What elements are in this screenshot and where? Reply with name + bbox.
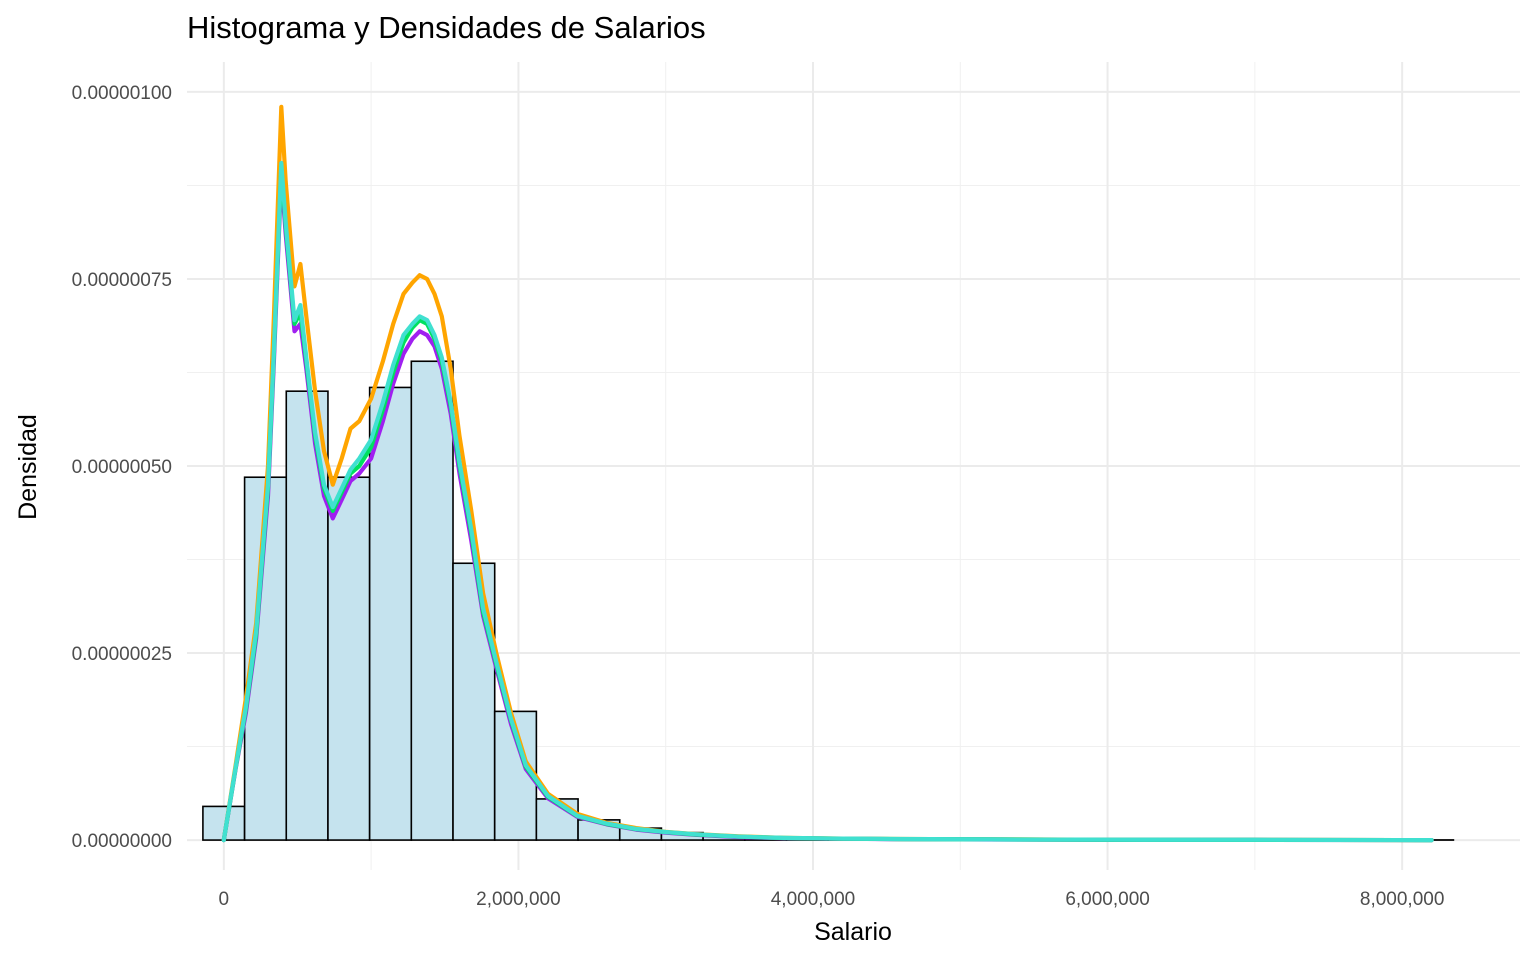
- y-tick-label: 0.00000025: [72, 644, 172, 665]
- x-tick-label: 6,000,000: [1065, 889, 1150, 910]
- histogram-bar: [368, 386, 413, 841]
- x-axis-title: Salario: [814, 918, 892, 946]
- x-tick-label: 4,000,000: [771, 889, 856, 910]
- density-curves: [221, 104, 1434, 843]
- histogram-bar: [410, 360, 454, 841]
- y-axis-tick-labels: 0.00000000 0.00000025 0.00000050 0.00000075…: [72, 83, 172, 852]
- histogram-bars: [202, 360, 1455, 841]
- y-axis-title: Densidad: [14, 414, 42, 520]
- histogram-bar: [285, 390, 329, 841]
- y-tick-label: 0.00000000: [72, 831, 172, 852]
- x-tick-label: 8,000,000: [1360, 889, 1445, 910]
- chart-title: Histograma y Densidades de Salarios: [187, 10, 706, 45]
- y-tick-label: 0.00000075: [72, 270, 172, 291]
- x-tick-label: 0: [219, 889, 230, 910]
- x-tick-label: 2,000,000: [476, 889, 561, 910]
- y-tick-label: 0.00000100: [72, 83, 172, 104]
- histogram-bar: [327, 476, 371, 841]
- density-curve-4: [221, 160, 1434, 843]
- histogram-bar: [452, 562, 496, 841]
- x-axis-tick-labels: 0 2,000,000 4,000,000 6,000,000 8,000,000: [219, 889, 1445, 910]
- y-tick-label: 0.00000050: [72, 457, 172, 478]
